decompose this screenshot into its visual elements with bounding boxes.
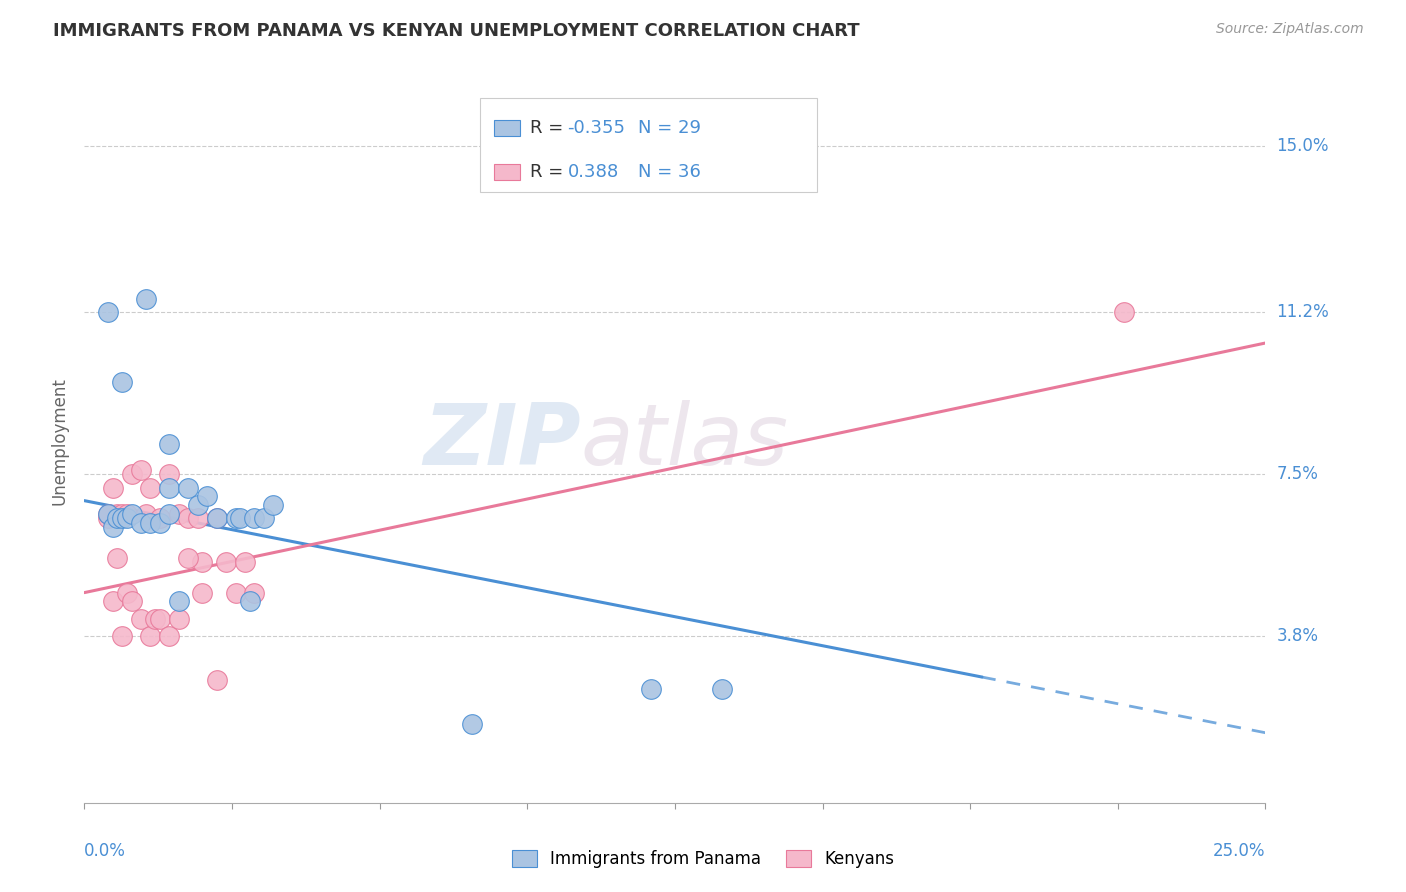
Point bbox=[461, 717, 484, 731]
Point bbox=[121, 467, 143, 482]
Point bbox=[107, 550, 129, 565]
Y-axis label: Unemployment: Unemployment bbox=[51, 377, 69, 506]
Point bbox=[157, 481, 180, 495]
Point bbox=[121, 594, 143, 608]
Text: N = 29: N = 29 bbox=[638, 120, 702, 137]
Text: 3.8%: 3.8% bbox=[1277, 627, 1319, 646]
Text: atlas: atlas bbox=[581, 400, 789, 483]
Point bbox=[177, 481, 200, 495]
Point bbox=[205, 673, 228, 688]
Point bbox=[167, 594, 190, 608]
Point bbox=[177, 511, 200, 525]
Point bbox=[233, 555, 256, 569]
Point bbox=[239, 594, 262, 608]
Point bbox=[143, 612, 166, 626]
Point bbox=[107, 511, 129, 525]
Point bbox=[167, 612, 190, 626]
Point bbox=[243, 511, 266, 525]
Point bbox=[135, 507, 157, 521]
Point bbox=[191, 585, 214, 599]
Point bbox=[225, 585, 247, 599]
Text: 0.388: 0.388 bbox=[568, 162, 619, 180]
Point bbox=[191, 555, 214, 569]
Point bbox=[129, 516, 152, 530]
Text: Source: ZipAtlas.com: Source: ZipAtlas.com bbox=[1216, 22, 1364, 37]
Point bbox=[1112, 305, 1135, 319]
Point bbox=[253, 511, 276, 525]
FancyBboxPatch shape bbox=[479, 98, 817, 193]
Point bbox=[195, 489, 218, 503]
Point bbox=[107, 507, 129, 521]
Text: ZIP: ZIP bbox=[423, 400, 581, 483]
Point bbox=[121, 507, 143, 521]
Point bbox=[157, 467, 180, 482]
Point bbox=[97, 511, 120, 525]
Point bbox=[135, 292, 157, 306]
Point bbox=[97, 305, 120, 319]
Text: 0.0%: 0.0% bbox=[84, 842, 127, 860]
Point bbox=[139, 629, 162, 643]
Text: 15.0%: 15.0% bbox=[1277, 137, 1329, 155]
Text: 25.0%: 25.0% bbox=[1213, 842, 1265, 860]
Point bbox=[115, 511, 138, 525]
Point bbox=[129, 463, 152, 477]
FancyBboxPatch shape bbox=[494, 163, 520, 179]
Point bbox=[640, 681, 662, 696]
Point bbox=[262, 498, 284, 512]
Point bbox=[101, 594, 124, 608]
Point bbox=[111, 629, 134, 643]
Point bbox=[101, 520, 124, 534]
Point bbox=[243, 585, 266, 599]
Point bbox=[111, 507, 134, 521]
Point bbox=[205, 511, 228, 525]
Legend: Immigrants from Panama, Kenyans: Immigrants from Panama, Kenyans bbox=[505, 843, 901, 875]
Text: 11.2%: 11.2% bbox=[1277, 303, 1329, 321]
Point bbox=[167, 507, 190, 521]
Point bbox=[157, 436, 180, 450]
Text: -0.355: -0.355 bbox=[568, 120, 626, 137]
Text: 7.5%: 7.5% bbox=[1277, 466, 1319, 483]
Point bbox=[139, 516, 162, 530]
Point bbox=[157, 507, 180, 521]
Point bbox=[101, 481, 124, 495]
Point bbox=[97, 507, 120, 521]
Point bbox=[711, 681, 734, 696]
Point bbox=[111, 511, 134, 525]
Point bbox=[115, 507, 138, 521]
Point bbox=[115, 585, 138, 599]
FancyBboxPatch shape bbox=[494, 120, 520, 136]
Point bbox=[177, 550, 200, 565]
Point bbox=[187, 511, 209, 525]
Point bbox=[187, 498, 209, 512]
Point bbox=[205, 511, 228, 525]
Text: IMMIGRANTS FROM PANAMA VS KENYAN UNEMPLOYMENT CORRELATION CHART: IMMIGRANTS FROM PANAMA VS KENYAN UNEMPLO… bbox=[53, 22, 860, 40]
Point bbox=[97, 507, 120, 521]
Point bbox=[229, 511, 252, 525]
Point bbox=[149, 511, 172, 525]
Point bbox=[139, 481, 162, 495]
Point bbox=[225, 511, 247, 525]
Point bbox=[157, 629, 180, 643]
Point bbox=[215, 555, 238, 569]
Text: R =: R = bbox=[530, 120, 568, 137]
Point bbox=[149, 516, 172, 530]
Text: R =: R = bbox=[530, 162, 575, 180]
Point bbox=[129, 612, 152, 626]
Point bbox=[149, 612, 172, 626]
Point bbox=[111, 376, 134, 390]
Text: N = 36: N = 36 bbox=[638, 162, 702, 180]
